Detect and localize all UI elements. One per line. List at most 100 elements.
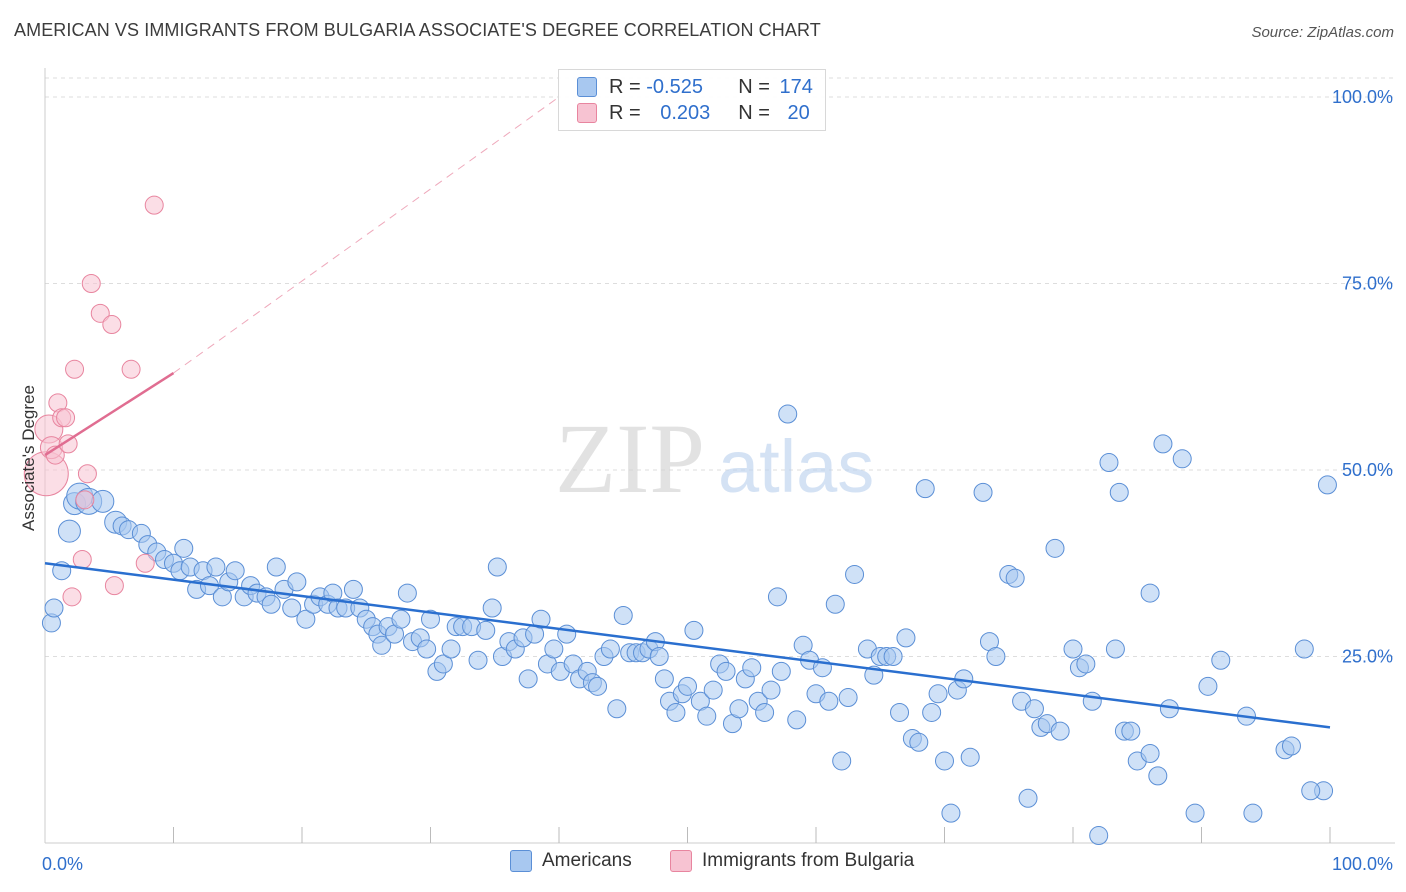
- point-americans: [684, 620, 704, 640]
- point-americans: [909, 732, 929, 752]
- point-americans: [531, 609, 551, 629]
- y-tick-label: 25.0%: [1342, 647, 1393, 667]
- source-label: Source: ZipAtlas.com: [1251, 24, 1394, 41]
- point-americans: [417, 639, 437, 659]
- bottom-legend-americans: Americans: [510, 850, 632, 872]
- point-americans: [649, 647, 669, 666]
- trend-line-bulgaria-extension: [173, 96, 560, 374]
- point-americans: [986, 647, 1006, 666]
- point-bulgaria: [62, 587, 82, 607]
- tick-labels: 25.0% 50.0% 75.0% 100.0% 0.0% 100.0%: [42, 87, 1393, 874]
- point-bulgaria: [90, 303, 110, 323]
- point-americans: [742, 658, 762, 678]
- point-americans: [588, 676, 608, 696]
- point-americans: [1076, 654, 1096, 674]
- legend-r-value: -0.525: [646, 75, 703, 98]
- point-bulgaria: [77, 464, 97, 484]
- point-americans: [482, 598, 502, 618]
- point-americans: [845, 564, 865, 584]
- point-americans: [922, 702, 942, 722]
- point-americans: [613, 605, 633, 625]
- bottom-legend-label-americans: Americans: [542, 850, 632, 871]
- point-americans: [716, 661, 736, 681]
- point-americans: [343, 579, 363, 599]
- point-bulgaria: [135, 553, 155, 573]
- point-americans: [91, 489, 115, 513]
- point-americans: [468, 650, 488, 670]
- point-americans: [206, 557, 226, 577]
- point-americans: [755, 702, 775, 722]
- point-bulgaria: [75, 490, 95, 510]
- point-americans: [266, 557, 286, 577]
- point-americans: [1153, 434, 1173, 454]
- point-americans: [896, 628, 916, 648]
- watermark-atlas: atlas: [718, 425, 874, 508]
- point-americans: [1294, 639, 1314, 659]
- point-americans: [372, 635, 392, 655]
- point-bulgaria: [102, 315, 122, 335]
- point-americans: [487, 557, 507, 577]
- point-bulgaria: [58, 434, 78, 454]
- trend-lines: [44, 96, 1331, 729]
- point-americans: [518, 669, 538, 689]
- point-americans: [1148, 766, 1168, 786]
- legend-n-value: 174: [779, 75, 813, 98]
- legend-r-label: R =: [609, 75, 647, 98]
- point-americans: [928, 684, 948, 704]
- point-americans: [57, 519, 81, 543]
- point-americans: [883, 647, 903, 666]
- point-americans: [915, 479, 935, 499]
- point-americans: [44, 598, 64, 618]
- trend-line-bulgaria: [44, 371, 175, 457]
- y-tick-label: 75.0%: [1342, 274, 1393, 294]
- point-americans: [1185, 803, 1205, 823]
- bottom-legend-bulgaria: Immigrants from Bulgaria: [670, 850, 914, 872]
- point-americans: [282, 598, 302, 618]
- point-americans: [1105, 639, 1125, 659]
- point-americans: [1301, 781, 1321, 801]
- point-americans: [960, 747, 980, 767]
- point-americans: [225, 561, 245, 581]
- point-americans: [778, 404, 798, 424]
- point-americans: [544, 639, 564, 659]
- point-americans: [761, 680, 781, 700]
- point-americans: [1121, 721, 1141, 741]
- point-americans: [441, 639, 461, 659]
- legend: R = -0.525 N = 174 R = 0.203 N = 20: [558, 69, 826, 131]
- point-americans: [973, 482, 993, 502]
- point-americans: [678, 676, 697, 696]
- bottom-legend-swatch-bulgaria: [670, 850, 692, 872]
- watermark-zip: ZIP: [555, 403, 705, 514]
- point-americans: [1198, 676, 1218, 696]
- point-americans: [767, 587, 787, 607]
- point-americans: [1172, 449, 1192, 469]
- point-bulgaria: [56, 408, 76, 428]
- point-americans: [1140, 583, 1160, 603]
- point-americans: [296, 609, 316, 629]
- point-americans: [729, 699, 749, 719]
- point-americans: [654, 669, 674, 689]
- point-americans: [1243, 803, 1263, 823]
- point-bulgaria: [104, 576, 124, 596]
- point-americans: [825, 594, 845, 614]
- point-americans: [397, 583, 417, 603]
- point-americans: [287, 572, 307, 592]
- point-americans: [421, 609, 440, 629]
- legend-swatch-americans: [577, 77, 597, 97]
- point-americans: [1099, 453, 1119, 473]
- legend-n-value: 20: [787, 101, 810, 124]
- point-bulgaria: [72, 550, 92, 570]
- point-bulgaria: [121, 359, 141, 379]
- legend-n-label: N =: [738, 75, 776, 98]
- legend-row-bulgaria: R = 0.203 N = 20: [577, 100, 810, 126]
- point-americans: [787, 710, 807, 730]
- bottom-legend-label-bulgaria: Immigrants from Bulgaria: [702, 850, 915, 871]
- point-americans: [1050, 721, 1070, 741]
- point-bulgaria: [144, 195, 164, 215]
- x-tick-label: 100.0%: [1332, 854, 1393, 874]
- point-americans: [1018, 788, 1038, 808]
- point-americans: [1024, 699, 1044, 719]
- point-americans: [666, 702, 686, 722]
- point-americans: [607, 699, 627, 719]
